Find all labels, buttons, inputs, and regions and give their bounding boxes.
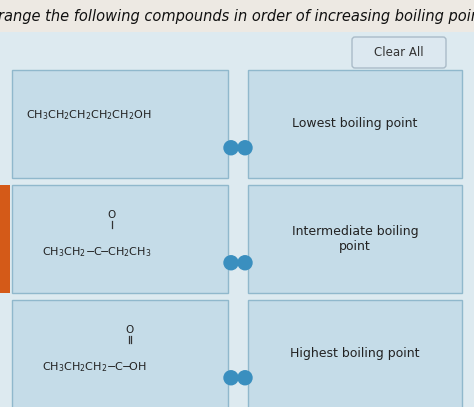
- Circle shape: [224, 141, 238, 155]
- Circle shape: [224, 371, 238, 385]
- Bar: [12, 70, 228, 178]
- Text: $\mathsf{CH_3CH_2CH_2\!-\!\!C\!\!-\!\!OH}$: $\mathsf{CH_3CH_2CH_2\!-\!\!C\!\!-\!\!OH…: [42, 360, 147, 374]
- Bar: [248, 70, 462, 178]
- Text: Arrange the following compounds in order of increasing boiling point.: Arrange the following compounds in order…: [0, 9, 474, 24]
- Text: Intermediate boiling
point: Intermediate boiling point: [292, 225, 419, 253]
- Circle shape: [238, 371, 252, 385]
- Circle shape: [224, 256, 238, 270]
- Text: O: O: [126, 325, 134, 335]
- Bar: [0, 0, 474, 32]
- Bar: [0, 185, 10, 293]
- Text: Lowest boiling point: Lowest boiling point: [292, 118, 418, 131]
- FancyBboxPatch shape: [352, 37, 446, 68]
- Text: $\mathsf{CH_3CH_2CH_2CH_2CH_2OH}$: $\mathsf{CH_3CH_2CH_2CH_2CH_2OH}$: [26, 108, 152, 122]
- Text: O: O: [108, 210, 116, 220]
- Text: Highest boiling point: Highest boiling point: [290, 348, 420, 361]
- Bar: [12, 300, 228, 407]
- Circle shape: [238, 256, 252, 270]
- Bar: [248, 300, 462, 407]
- Text: $\mathsf{CH_3CH_2\!-\!\!C\!\!-\!\!CH_2CH_3}$: $\mathsf{CH_3CH_2\!-\!\!C\!\!-\!\!CH_2CH…: [42, 245, 151, 259]
- Circle shape: [238, 141, 252, 155]
- Text: Clear All: Clear All: [374, 46, 424, 59]
- Bar: [12, 185, 228, 293]
- Bar: [248, 185, 462, 293]
